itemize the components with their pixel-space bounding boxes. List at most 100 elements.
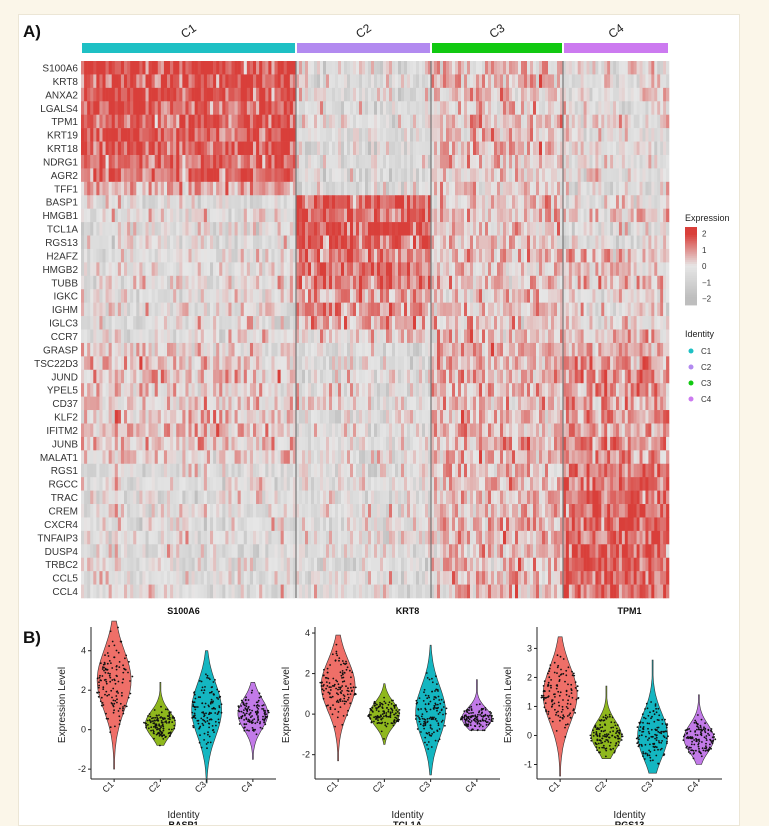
heatmap-cell <box>398 329 402 344</box>
heatmap-cell <box>332 222 336 236</box>
heatmap-cell <box>368 369 372 384</box>
heatmap-cell <box>497 329 501 344</box>
heatmap-cell <box>437 128 441 142</box>
heatmap-cell <box>395 262 399 277</box>
heatmap-cell <box>401 114 405 129</box>
heatmap-cell <box>491 74 495 89</box>
heatmap-cell <box>130 248 134 263</box>
heatmap-cell <box>185 248 189 263</box>
heatmap-cell <box>262 208 266 223</box>
heatmap-cell <box>595 369 599 384</box>
heatmap-cell <box>571 195 576 209</box>
heatmap-cell <box>265 342 269 357</box>
heatmap-cell <box>210 87 214 102</box>
heatmap-cell <box>359 302 363 317</box>
heatmap-cell <box>401 128 405 142</box>
heatmap-cell <box>506 235 510 250</box>
heatmap-cell <box>636 289 640 303</box>
heatmap-cell <box>213 396 217 411</box>
heatmap-cell <box>509 275 513 290</box>
heatmap-cell <box>320 329 324 344</box>
heatmap-cell <box>111 383 116 397</box>
heatmap-cell <box>580 128 584 142</box>
heatmap-cell <box>286 356 291 371</box>
heatmap-cell <box>305 61 309 75</box>
heatmap-cell <box>565 248 570 263</box>
heatmap-cell <box>586 208 590 223</box>
heatmap-cell <box>90 383 94 397</box>
heatmap-cell <box>518 302 522 317</box>
heatmap-cell <box>117 342 122 357</box>
heatmap-cell <box>200 114 205 129</box>
heatmap-cell <box>320 302 324 317</box>
heatmap-cell <box>404 74 408 89</box>
heatmap-cell <box>283 248 288 263</box>
heatmap-cell <box>133 289 137 303</box>
heatmap-cell <box>452 302 456 317</box>
heatmap-cell <box>347 275 351 290</box>
heatmap-cell <box>356 329 360 344</box>
heatmap-cell <box>99 181 103 196</box>
heatmap-cell <box>173 168 177 183</box>
heatmap-cell <box>431 168 435 183</box>
heatmap-cell <box>130 114 134 129</box>
heatmap-cell <box>299 356 303 371</box>
heatmap-cell <box>87 275 91 290</box>
heatmap-cell <box>571 128 576 142</box>
heatmap-cell <box>277 289 281 303</box>
heatmap-cell <box>479 248 483 263</box>
heatmap-cell <box>371 74 375 89</box>
heatmap-cell <box>386 383 390 397</box>
heatmap-cell <box>136 154 140 169</box>
heatmap-cell <box>467 114 471 129</box>
heatmap-cell <box>167 329 171 344</box>
heatmap-cell <box>428 262 432 277</box>
heatmap-cell <box>96 154 100 169</box>
heatmap-cell <box>87 383 91 397</box>
heatmap-cell <box>455 248 459 263</box>
heatmap-cell <box>464 316 468 330</box>
heatmap-cell <box>464 74 468 89</box>
heatmap-cell <box>476 87 480 102</box>
heatmap-cell <box>618 195 623 209</box>
heatmap-cell <box>157 316 162 330</box>
heatmap-cell <box>259 61 263 75</box>
heatmap-cell <box>512 222 516 236</box>
heatmap-cell <box>173 289 177 303</box>
heatmap-cell <box>274 195 278 209</box>
heatmap-cell <box>326 316 330 330</box>
heatmap-cell <box>583 356 587 371</box>
heatmap-cell <box>624 87 629 102</box>
heatmap-cell <box>497 383 501 397</box>
heatmap-cell <box>280 128 285 142</box>
heatmap-cell <box>476 369 480 384</box>
heatmap-cell <box>225 329 229 344</box>
heatmap-cell <box>253 396 257 411</box>
heatmap-cell <box>365 356 369 371</box>
heatmap-cell <box>506 61 510 75</box>
heatmap-cell <box>81 369 85 384</box>
heatmap-cell <box>185 316 189 330</box>
heatmap-cell <box>139 329 143 344</box>
heatmap-cell <box>539 154 543 169</box>
heatmap-cell <box>108 342 113 357</box>
heatmap-cell <box>651 61 655 75</box>
heatmap-cell <box>259 74 263 89</box>
heatmap-cell <box>249 101 254 116</box>
heatmap-cell <box>416 369 420 384</box>
heatmap-cell <box>455 101 459 116</box>
heatmap-cell <box>545 114 549 129</box>
heatmap-cell <box>434 316 438 330</box>
heatmap-cell <box>219 128 223 142</box>
heatmap-cell <box>344 316 348 330</box>
heatmap-cell <box>509 168 513 183</box>
heatmap-cell <box>249 87 254 102</box>
heatmap-cell <box>645 168 649 183</box>
heatmap-cell <box>362 396 366 411</box>
heatmap-cell <box>124 61 128 75</box>
heatmap-cell <box>280 275 285 290</box>
heatmap-cell <box>185 168 189 183</box>
heatmap-cell <box>401 168 405 183</box>
heatmap-cell <box>500 141 504 156</box>
heatmap-cell <box>289 262 294 277</box>
